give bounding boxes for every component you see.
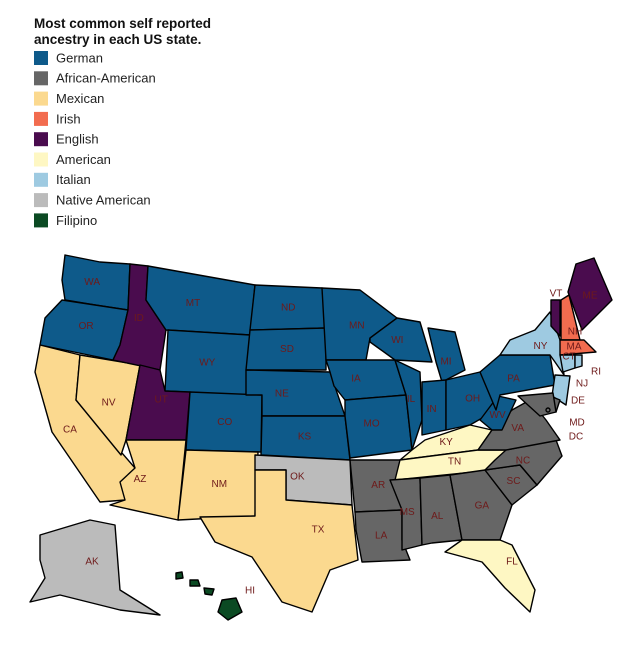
legend-swatch xyxy=(34,152,48,167)
state-label: NE xyxy=(275,389,289,400)
state-label: OK xyxy=(290,471,305,482)
state-label: OH xyxy=(465,393,480,404)
state xyxy=(545,407,551,413)
state xyxy=(29,519,161,616)
state-label: KY xyxy=(439,437,453,448)
state xyxy=(444,539,536,613)
state-label: SC xyxy=(507,476,521,487)
state-label: WA xyxy=(84,277,100,288)
state xyxy=(109,439,187,521)
state-label: KS xyxy=(298,431,312,442)
legend-label: Italian xyxy=(56,172,91,187)
state-label: DC xyxy=(569,432,583,443)
state-label: IN xyxy=(427,404,437,415)
state-label: RI xyxy=(591,367,601,378)
legend-swatch xyxy=(34,213,48,228)
state-label: CT xyxy=(562,352,575,363)
state xyxy=(369,317,433,363)
state-label: IL xyxy=(407,394,416,405)
state-label: NJ xyxy=(576,379,588,390)
state-label: AK xyxy=(85,557,99,568)
legend-swatch xyxy=(34,51,48,65)
legend-label: Filipino xyxy=(56,213,97,228)
legend-label: Mexican xyxy=(56,91,104,106)
legend-swatch xyxy=(34,172,48,187)
state-label: CA xyxy=(63,425,77,436)
state-label: NM xyxy=(211,479,227,490)
state-labels: WA OR CA NV ID MT WY UT AZ CO NM ND SD NE KS OK TX MN IA MO… xyxy=(63,277,601,597)
legend-label: American xyxy=(56,152,111,167)
state xyxy=(217,597,243,621)
state xyxy=(559,339,597,356)
state xyxy=(574,354,583,369)
state-label: NH xyxy=(568,327,582,338)
state xyxy=(449,469,513,541)
state-label: TN xyxy=(448,457,461,468)
state-label: FL xyxy=(506,557,518,568)
state-label: MT xyxy=(186,298,200,309)
state-island xyxy=(203,587,215,596)
state-label: LA xyxy=(375,530,388,541)
state-label: UT xyxy=(154,394,167,405)
state-label: MO xyxy=(364,418,380,429)
state-label: MN xyxy=(349,320,365,331)
state-label: ME xyxy=(583,291,598,302)
state-label: WV xyxy=(490,410,506,421)
state-label: AL xyxy=(431,511,444,522)
states xyxy=(29,254,613,621)
state-label: NC xyxy=(516,455,530,466)
state xyxy=(245,327,327,371)
state xyxy=(419,474,463,546)
legend-label: Native American xyxy=(56,193,151,208)
state-label: SD xyxy=(280,344,294,355)
state-label: PA xyxy=(507,373,520,384)
state-label: VT xyxy=(550,289,563,300)
state xyxy=(551,374,571,406)
state-label: NV xyxy=(102,398,116,409)
state-island xyxy=(189,579,201,587)
legend-swatch xyxy=(34,132,48,147)
state xyxy=(389,477,423,551)
state-label: CO xyxy=(217,417,232,428)
state-label: MA xyxy=(567,342,582,353)
state-island xyxy=(175,571,184,580)
state-label: WI xyxy=(391,335,403,346)
state-label: MD xyxy=(569,418,585,429)
state-label: AR xyxy=(371,480,385,491)
state xyxy=(550,299,561,337)
state-label: NY xyxy=(534,341,548,352)
legend-swatch xyxy=(34,193,48,208)
state xyxy=(421,379,447,436)
state xyxy=(145,265,256,336)
legend-label: Irish xyxy=(56,111,81,126)
state xyxy=(567,257,613,331)
state-label: MI xyxy=(440,357,451,368)
legend-label: German xyxy=(56,50,103,65)
state-label: OR xyxy=(79,321,94,332)
state-label: GA xyxy=(475,501,490,512)
state xyxy=(344,394,413,459)
legend-label: African-American xyxy=(56,71,156,86)
state-label: HI xyxy=(245,586,255,597)
state-label: AZ xyxy=(134,474,147,485)
state-label: ND xyxy=(281,302,295,313)
state-label: ID xyxy=(134,313,144,324)
legend-swatch xyxy=(34,91,48,106)
title: Most common self reported ancestry in eac… xyxy=(34,16,211,47)
legend-label: English xyxy=(56,132,99,147)
state-label: VA xyxy=(511,423,524,434)
state xyxy=(199,469,359,613)
legend-swatch xyxy=(34,111,48,126)
state-label: MS xyxy=(400,507,415,518)
state-label: DE xyxy=(571,396,585,407)
state xyxy=(427,327,466,383)
state-label: WY xyxy=(199,357,215,368)
state-label: TX xyxy=(312,525,325,536)
legend-swatch xyxy=(34,71,48,86)
state xyxy=(394,359,423,451)
state-label: IA xyxy=(351,373,361,384)
